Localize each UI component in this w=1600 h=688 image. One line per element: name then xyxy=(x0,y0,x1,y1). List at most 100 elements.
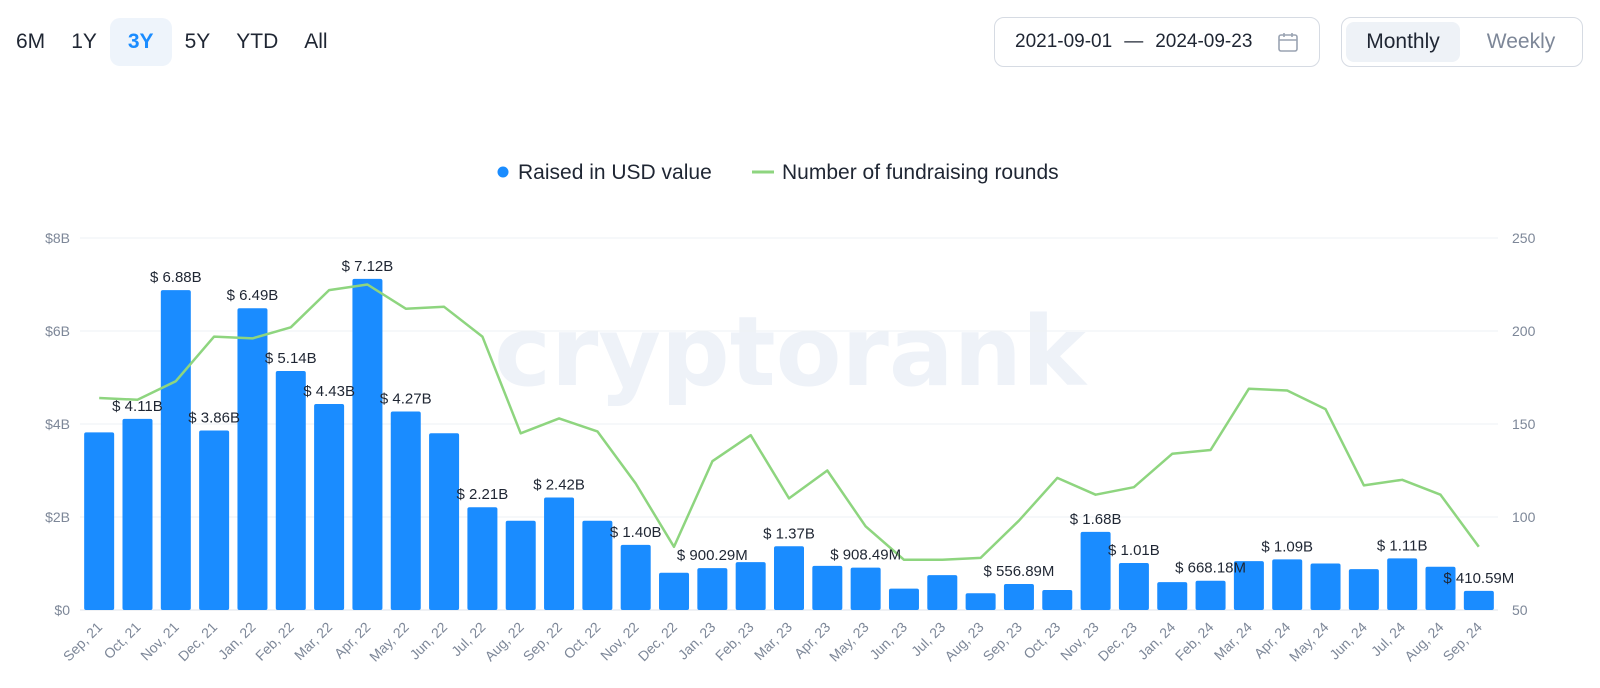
x-tick-label: Nov, 21 xyxy=(137,619,182,664)
x-tick-label: May, 22 xyxy=(366,619,412,665)
x-tick-label: Jan, 22 xyxy=(215,619,259,663)
bar[interactable] xyxy=(850,567,881,610)
x-tick-label: Aug, 24 xyxy=(1401,619,1447,665)
range-5y-button[interactable]: 5Y xyxy=(184,30,211,53)
x-tick-label: Jan, 24 xyxy=(1135,619,1179,663)
bar-data-label: $ 5.14B xyxy=(265,350,317,367)
bar[interactable] xyxy=(620,544,651,610)
bar[interactable] xyxy=(122,418,153,610)
y-right-tick: 150 xyxy=(1512,416,1536,432)
monthly-button[interactable]: Monthly xyxy=(1346,22,1460,62)
y-left-tick: $2B xyxy=(45,509,70,525)
bar[interactable] xyxy=(774,546,804,610)
bar[interactable] xyxy=(1042,590,1073,610)
bar[interactable] xyxy=(1118,563,1149,610)
y-left-tick: $6B xyxy=(45,323,70,339)
bar[interactable] xyxy=(237,308,268,610)
bar[interactable] xyxy=(1463,590,1494,610)
bar[interactable] xyxy=(888,588,919,610)
bar-data-label: $ 1.09B xyxy=(1261,538,1313,555)
y-right-tick: 100 xyxy=(1512,509,1536,525)
x-tick-label: Jun, 24 xyxy=(1326,619,1370,663)
bar[interactable] xyxy=(1387,558,1418,610)
granularity-toggle: Monthly Weekly xyxy=(1341,17,1583,67)
y-right-tick: 50 xyxy=(1512,602,1528,618)
x-tick-label: Oct, 22 xyxy=(560,619,603,662)
bar[interactable] xyxy=(1003,583,1034,610)
bar-data-label: $ 4.27B xyxy=(380,390,432,407)
x-tick-label: Dec, 21 xyxy=(175,619,221,665)
bar[interactable] xyxy=(314,404,345,610)
bar[interactable] xyxy=(927,575,958,610)
calendar-icon[interactable] xyxy=(1277,31,1299,53)
bar[interactable] xyxy=(735,562,766,610)
bar[interactable] xyxy=(467,507,498,610)
range-1y-button[interactable]: 1Y xyxy=(71,30,97,53)
watermark: cryptorank xyxy=(494,296,1088,408)
range-selector: 6M 1Y 3Y 5Y YTD All xyxy=(0,17,341,67)
bar[interactable] xyxy=(965,593,996,610)
date-range-picker[interactable]: 2021-09-01 — 2024-09-23 xyxy=(994,17,1320,67)
bar-data-label: $ 3.86B xyxy=(188,410,240,427)
bar[interactable] xyxy=(390,411,421,610)
range-6m-button[interactable]: 6M xyxy=(16,30,46,53)
bar[interactable] xyxy=(1272,559,1303,610)
bar-data-label: $ 2.42B xyxy=(533,476,585,493)
y-left-tick: $4B xyxy=(45,416,70,432)
bar[interactable] xyxy=(429,433,460,610)
x-tick-label: May, 23 xyxy=(826,619,872,665)
bar[interactable] xyxy=(199,430,230,610)
range-all-button[interactable]: All xyxy=(304,30,328,53)
bar-data-label: $ 7.12B xyxy=(342,258,394,275)
bar[interactable] xyxy=(1348,569,1379,610)
x-tick-label: May, 24 xyxy=(1286,619,1332,665)
bar[interactable] xyxy=(544,497,575,610)
bar[interactable] xyxy=(84,432,115,610)
bar[interactable] xyxy=(1080,531,1111,610)
legend-bar-marker xyxy=(497,166,509,178)
x-tick-label: Nov, 22 xyxy=(597,619,642,664)
bar-data-label: $ 1.68B xyxy=(1070,511,1122,528)
legend-raised-label[interactable]: Raised in USD value xyxy=(518,161,712,184)
range-3y-button[interactable]: 3Y xyxy=(109,18,172,66)
x-tick-label: Oct, 21 xyxy=(100,619,143,662)
date-to: 2024-09-23 xyxy=(1155,31,1253,52)
x-tick-label: Jun, 22 xyxy=(406,619,450,663)
bar[interactable] xyxy=(697,568,728,610)
bar[interactable] xyxy=(1425,566,1456,610)
bar[interactable] xyxy=(1195,580,1226,610)
bar[interactable] xyxy=(582,520,613,610)
bar-data-label: $ 4.43B xyxy=(303,383,355,400)
bar[interactable] xyxy=(1157,582,1188,610)
bar[interactable] xyxy=(812,565,843,610)
y-right-tick: 250 xyxy=(1512,230,1536,246)
legend-rounds-label[interactable]: Number of fundraising rounds xyxy=(782,161,1059,184)
bar[interactable] xyxy=(1233,561,1264,610)
bar[interactable] xyxy=(1310,563,1341,611)
x-tick-label: Feb, 23 xyxy=(712,619,757,664)
weekly-button[interactable]: Weekly xyxy=(1486,30,1556,53)
x-tick-label: Nov, 23 xyxy=(1057,619,1102,664)
x-tick-label: Feb, 22 xyxy=(252,619,297,664)
x-tick-label: Mar, 24 xyxy=(1211,619,1255,663)
bar[interactable] xyxy=(160,290,191,610)
x-tick-label: Jun, 23 xyxy=(866,619,910,663)
bar-data-label: $ 668.18M xyxy=(1175,560,1246,577)
x-tick-label: Feb, 24 xyxy=(1172,619,1217,664)
date-separator: — xyxy=(1124,31,1144,52)
bar[interactable] xyxy=(275,370,306,610)
x-tick-label: Sep, 21 xyxy=(60,619,106,665)
bar[interactable] xyxy=(352,278,383,610)
date-from: 2021-09-01 xyxy=(1015,31,1113,52)
y-right-tick: 200 xyxy=(1512,323,1536,339)
x-tick-label: Dec, 23 xyxy=(1095,619,1141,665)
bar-data-label: $ 4.11B xyxy=(112,398,163,415)
bar-data-label: $ 1.37B xyxy=(763,525,815,542)
range-ytd-button[interactable]: YTD xyxy=(236,30,279,53)
bar-data-label: $ 2.21B xyxy=(457,486,509,503)
bar[interactable] xyxy=(659,572,690,610)
x-tick-label: Dec, 22 xyxy=(635,619,681,665)
x-tick-label: Sep, 23 xyxy=(980,619,1026,665)
bar[interactable] xyxy=(505,520,536,610)
